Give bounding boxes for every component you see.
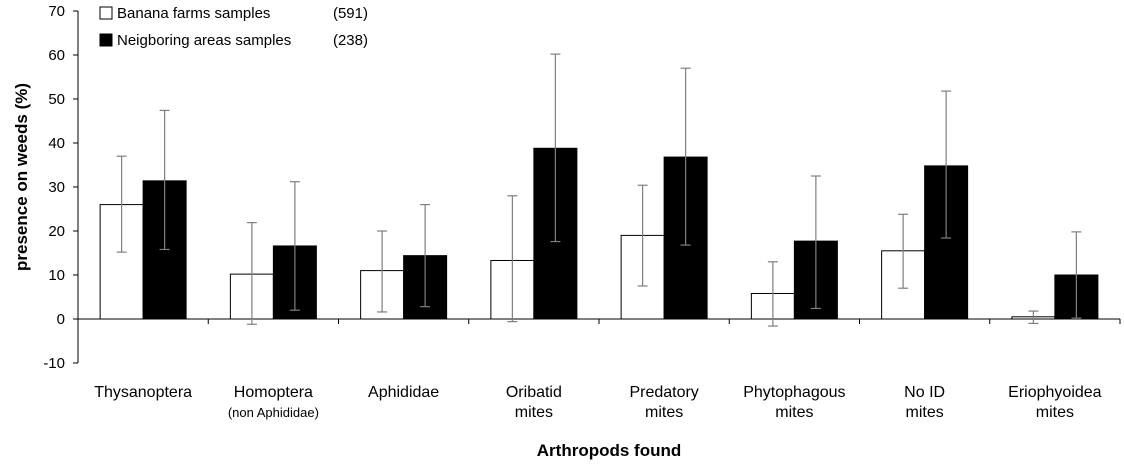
- y-tick-label: -10: [43, 355, 65, 372]
- y-tick-label: 40: [48, 135, 65, 152]
- legend-swatch-1: [99, 6, 113, 20]
- x-tick-label: mites: [775, 404, 813, 421]
- y-tick-label: 10: [48, 267, 65, 284]
- legend-label-2: Neigboring areas samples: [117, 32, 291, 49]
- y-tick-label: 60: [48, 47, 65, 64]
- y-tick-label: 0: [57, 311, 65, 328]
- legend: Banana farms samples (591) Neigboring area…: [99, 5, 368, 49]
- legend-swatch-2: [99, 33, 113, 47]
- x-tick-label: No ID: [904, 384, 945, 401]
- x-tick-label: Homoptera: [234, 384, 313, 401]
- x-tick-label: mites: [515, 404, 553, 421]
- x-tick-label: Thysanoptera: [94, 384, 192, 401]
- x-tick-label: Phytophagous: [743, 384, 845, 401]
- y-tick-label: 50: [48, 91, 65, 108]
- x-tick-label: mites: [645, 404, 683, 421]
- y-tick-label: 30: [48, 179, 65, 196]
- x-tick-label: Predatory: [629, 384, 698, 401]
- x-tick-label: mites: [1036, 404, 1074, 421]
- y-tick-label: 20: [48, 223, 65, 240]
- y-tick-label: 70: [48, 3, 65, 20]
- y-axis-title: presence on weeds (%): [12, 83, 31, 271]
- x-tick-label: Aphididae: [368, 384, 439, 401]
- x-axis-title: Arthropods found: [537, 441, 681, 460]
- x-tick-label: Eriophyoidea: [1008, 384, 1102, 401]
- x-tick-label: Oribatid: [506, 384, 562, 401]
- error-bars-layer: [116, 53, 1082, 327]
- legend-count-1: (591): [333, 5, 368, 22]
- legend-label-1: Banana farms samples: [117, 5, 270, 22]
- x-tick-label: mites: [906, 404, 944, 421]
- bars-layer: [99, 147, 1099, 320]
- category-labels-layer: Thysanoptera Homoptera (non Aphididae) Aphi…: [94, 384, 1101, 421]
- x-tick-label: (non Aphididae): [228, 405, 319, 420]
- legend-count-2: (238): [333, 32, 368, 49]
